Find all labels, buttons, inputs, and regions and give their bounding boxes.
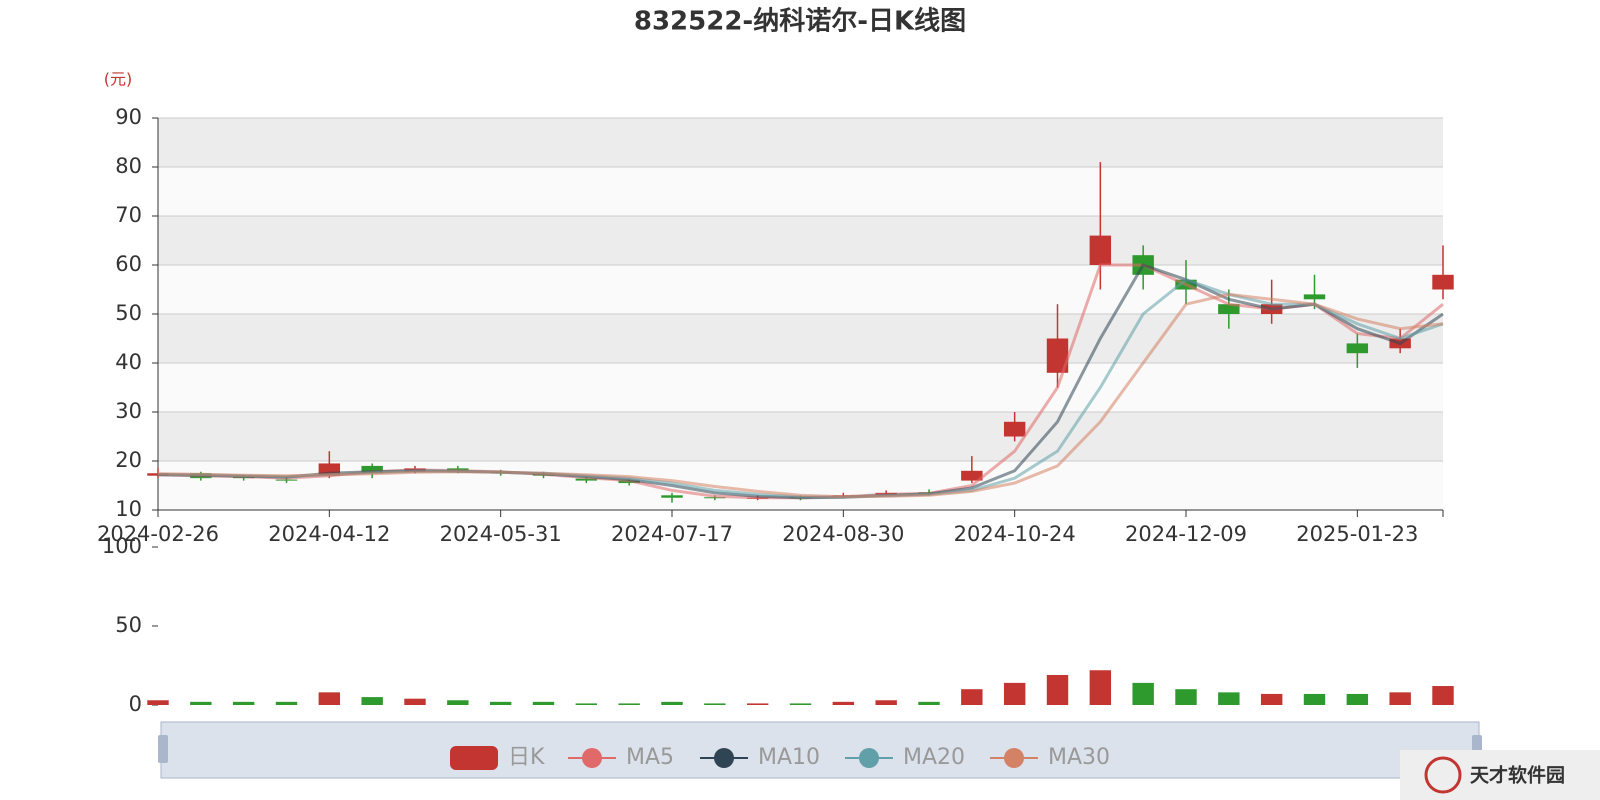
volume-bar <box>618 703 640 705</box>
x-tick-label: 2024-10-24 <box>954 522 1076 546</box>
volume-bar <box>746 703 769 705</box>
volume-bar <box>1046 674 1069 705</box>
grid-band <box>158 412 1443 461</box>
legend-label: MA10 <box>758 745 820 770</box>
zoom-handle-left[interactable] <box>158 735 168 763</box>
candle-body <box>1432 274 1454 290</box>
legend-icon <box>582 748 602 768</box>
volume-bar <box>661 701 683 705</box>
y-tick-label: 100 <box>102 534 142 558</box>
volume-bar <box>832 701 855 705</box>
candle-body <box>1003 421 1026 437</box>
x-tick-label: 2024-02-26 <box>97 522 219 546</box>
candle-body <box>1303 294 1326 300</box>
volume-bar <box>1003 682 1026 705</box>
volume-bar <box>1260 693 1283 705</box>
legend-icon <box>859 748 879 768</box>
candle-body <box>1218 304 1240 314</box>
volume-bar <box>447 700 469 705</box>
y-tick-label: 20 <box>115 448 142 472</box>
volume-bar <box>961 689 983 705</box>
x-tick-label: 2025-01-23 <box>1296 522 1418 546</box>
candle-body <box>1346 343 1369 354</box>
grid-band <box>158 216 1443 265</box>
volume-bar <box>147 700 169 705</box>
volume-bar <box>190 701 212 705</box>
volume-bar <box>1089 670 1112 705</box>
volume-bar <box>232 701 255 705</box>
legend-icon <box>1004 748 1024 768</box>
candle-body <box>575 478 598 481</box>
y-tick-label: 50 <box>115 613 142 637</box>
volume-bar <box>1346 693 1369 705</box>
grid-band <box>158 363 1443 412</box>
volume-bar <box>1175 689 1197 705</box>
volume-bar <box>404 698 426 705</box>
candle-body <box>361 465 383 474</box>
legend-label: MA20 <box>903 745 965 770</box>
y-tick-label: 10 <box>115 497 142 521</box>
legend-label: MA30 <box>1048 745 1110 770</box>
x-tick-label: 2024-04-12 <box>268 522 390 546</box>
y-tick-label: 60 <box>115 252 142 276</box>
grid-band <box>158 461 1443 510</box>
y-tick-label: 50 <box>115 301 142 325</box>
y-tick-label: 90 <box>115 105 142 129</box>
y-tick-label: 40 <box>115 350 142 374</box>
volume-bar <box>918 701 940 705</box>
y-tick-label: 80 <box>115 154 142 178</box>
watermark-logo <box>1424 756 1462 794</box>
candle-body <box>275 479 298 481</box>
y-axis-unit: (元) <box>104 70 133 89</box>
volume-bar <box>318 692 341 705</box>
watermark: 天才软件园 <box>1400 750 1600 800</box>
x-tick-label: 2024-07-17 <box>611 522 733 546</box>
legend-label: 日K <box>508 745 545 770</box>
candle-body <box>1046 338 1069 373</box>
grid-band <box>158 167 1443 216</box>
volume-bar <box>575 703 598 705</box>
volume-bar <box>489 701 512 705</box>
volume-bar <box>875 700 897 705</box>
zoom-slider[interactable] <box>160 721 1480 779</box>
x-tick-label: 2024-08-30 <box>782 522 904 546</box>
volume-bar <box>275 701 298 705</box>
volume-bar <box>1303 693 1326 705</box>
candle-body <box>1089 235 1112 265</box>
watermark-text: 天才软件园 <box>1470 764 1565 787</box>
grid-band <box>158 314 1443 363</box>
legend-label: MA5 <box>626 745 674 770</box>
volume-bar <box>789 703 812 705</box>
chart-title: 832522-纳科诺尔-日K线图 <box>634 6 966 37</box>
legend-icon <box>450 746 498 770</box>
ma-line <box>157 292 1444 499</box>
volume-bar <box>361 697 383 705</box>
y-tick-label: 0 <box>129 692 142 716</box>
volume-bar <box>1218 692 1240 705</box>
grid-band <box>158 118 1443 167</box>
volume-bar <box>1132 682 1154 705</box>
volume-bar <box>532 701 555 705</box>
y-tick-label: 70 <box>115 203 142 227</box>
volume-bar <box>704 703 726 705</box>
volume-bar <box>1432 686 1454 705</box>
watermark-box <box>1400 750 1600 800</box>
y-tick-label: 30 <box>115 399 142 423</box>
candle-body <box>961 470 983 481</box>
volume-bar <box>1389 692 1411 705</box>
candle-body <box>661 495 683 498</box>
x-tick-label: 2024-12-09 <box>1125 522 1247 546</box>
x-tick-label: 2024-05-31 <box>440 522 562 546</box>
legend-icon <box>714 748 734 768</box>
